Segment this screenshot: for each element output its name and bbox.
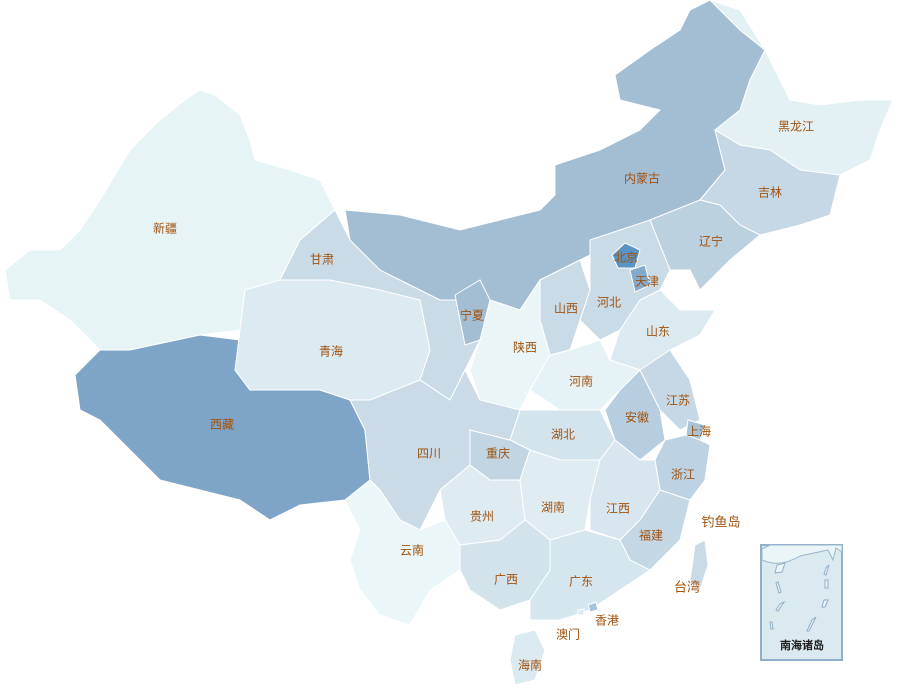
label-diaoyudao: 钓鱼岛	[701, 515, 740, 531]
province-zhejiang[interactable]	[654, 434, 711, 501]
label-aomen: 澳门	[556, 627, 580, 642]
province-taiwan[interactable]	[689, 539, 709, 591]
province-hainan[interactable]	[509, 629, 546, 686]
province-beijing[interactable]	[611, 242, 641, 269]
province-xianggang[interactable]	[587, 601, 599, 613]
province-aomen[interactable]	[577, 608, 585, 616]
province-ningxia[interactable]	[454, 279, 491, 346]
inset-south-china-sea: 南海诸岛	[760, 544, 843, 661]
province-guangdong[interactable]	[529, 529, 651, 621]
inset-title: 南海诸岛	[780, 638, 824, 652]
province-tianjin[interactable]	[629, 264, 651, 293]
label-xianggang: 香港	[595, 614, 619, 628]
province-liaoning[interactable]	[649, 199, 761, 291]
province-qinghai[interactable]	[234, 279, 431, 401]
